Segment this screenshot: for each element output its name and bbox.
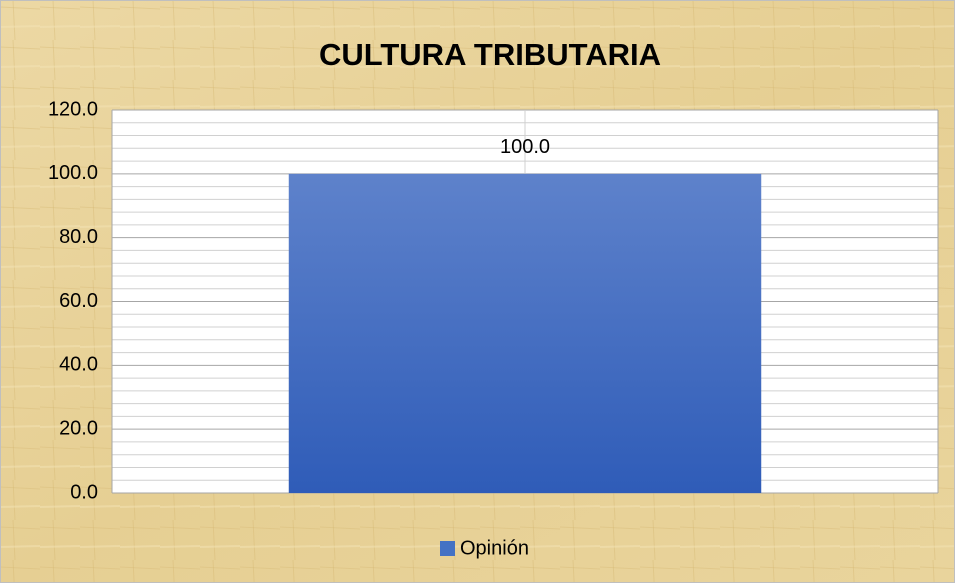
y-tick-label: 20.0 bbox=[59, 417, 98, 439]
legend-label: Opinión bbox=[460, 537, 529, 559]
legend-swatch bbox=[440, 541, 455, 556]
y-tick-label: 120.0 bbox=[48, 98, 98, 120]
y-tick-label: 80.0 bbox=[59, 226, 98, 248]
y-tick-label: 0.0 bbox=[70, 481, 98, 503]
chart-title: CULTURA TRIBUTARIA bbox=[319, 37, 661, 72]
bar bbox=[288, 173, 762, 494]
y-tick-label: 100.0 bbox=[48, 162, 98, 184]
data-label: 100.0 bbox=[500, 136, 550, 158]
y-tick-label: 40.0 bbox=[59, 354, 98, 376]
y-tick-label: 60.0 bbox=[59, 290, 98, 312]
